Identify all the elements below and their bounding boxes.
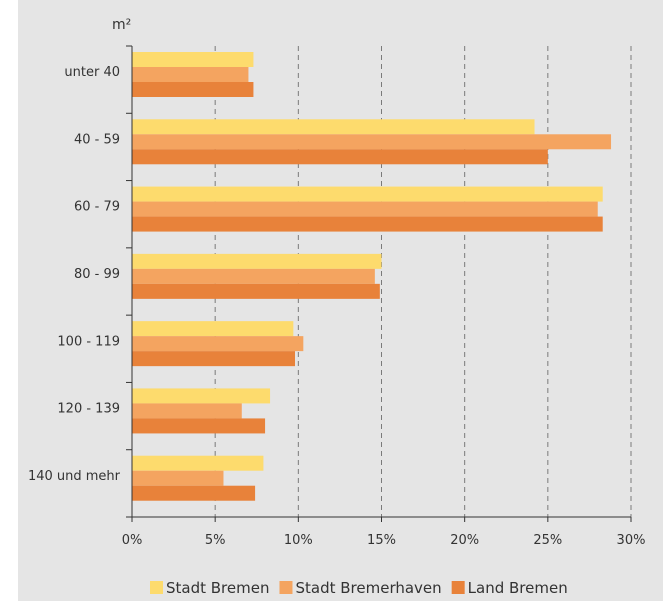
category-label: 100 - 119 [57,334,120,349]
bar [132,134,612,150]
axes: 0% 5% 10% 15% 20% 25% 30% unter 40 40 - 59 60 - 7… [28,45,646,548]
legend-label: Stadt Bremerhaven [295,579,441,597]
category-label: 120 - 139 [57,402,120,417]
bar [132,52,254,67]
bar [132,321,294,337]
bar [132,149,548,165]
category-label: 60 - 79 [74,200,120,215]
x-tick-label: 10% [284,533,313,548]
bar [132,388,271,404]
legend-label: Stadt Bremen [166,579,269,597]
bar [132,186,603,202]
x-tick-label: 5% [205,533,226,548]
category-label: 40 - 59 [74,132,120,147]
bar [132,470,224,486]
bar-chart: 0% 5% 10% 15% 20% 25% 30% unter 40 40 - 59 60 - 7… [28,17,646,597]
bar [132,455,264,471]
x-tick-label: 25% [533,533,562,548]
bar [132,201,598,217]
legend-label: Land Bremen [468,579,568,597]
category-label: 80 - 99 [74,267,120,282]
category-label: unter 40 [64,65,120,80]
legend-swatch [279,581,293,594]
legend-swatch [451,581,465,594]
legend-swatch [150,581,163,594]
bar [132,336,304,352]
x-tick-label: 30% [617,533,646,548]
bars [132,52,612,501]
bar [132,403,242,419]
bar [132,268,375,284]
bar [132,351,296,367]
legend: Stadt Bremen Stadt Bremerhaven Land Bremen [150,579,568,597]
x-tick-label: 0% [122,533,143,548]
bar [132,283,380,299]
y-axis-title: m² [112,17,131,33]
bar [132,67,249,82]
bar [132,119,535,135]
x-tick-label: 20% [450,533,479,548]
bar [132,418,266,434]
bar [132,216,603,232]
chart-panel: 0% 5% 10% 15% 20% 25% 30% unter 40 40 - 59 60 - 7… [18,0,663,601]
x-tick-label: 15% [367,533,396,548]
category-label: 140 und mehr [28,469,121,484]
bar [132,82,254,97]
bar [132,253,382,269]
bar [132,485,256,501]
